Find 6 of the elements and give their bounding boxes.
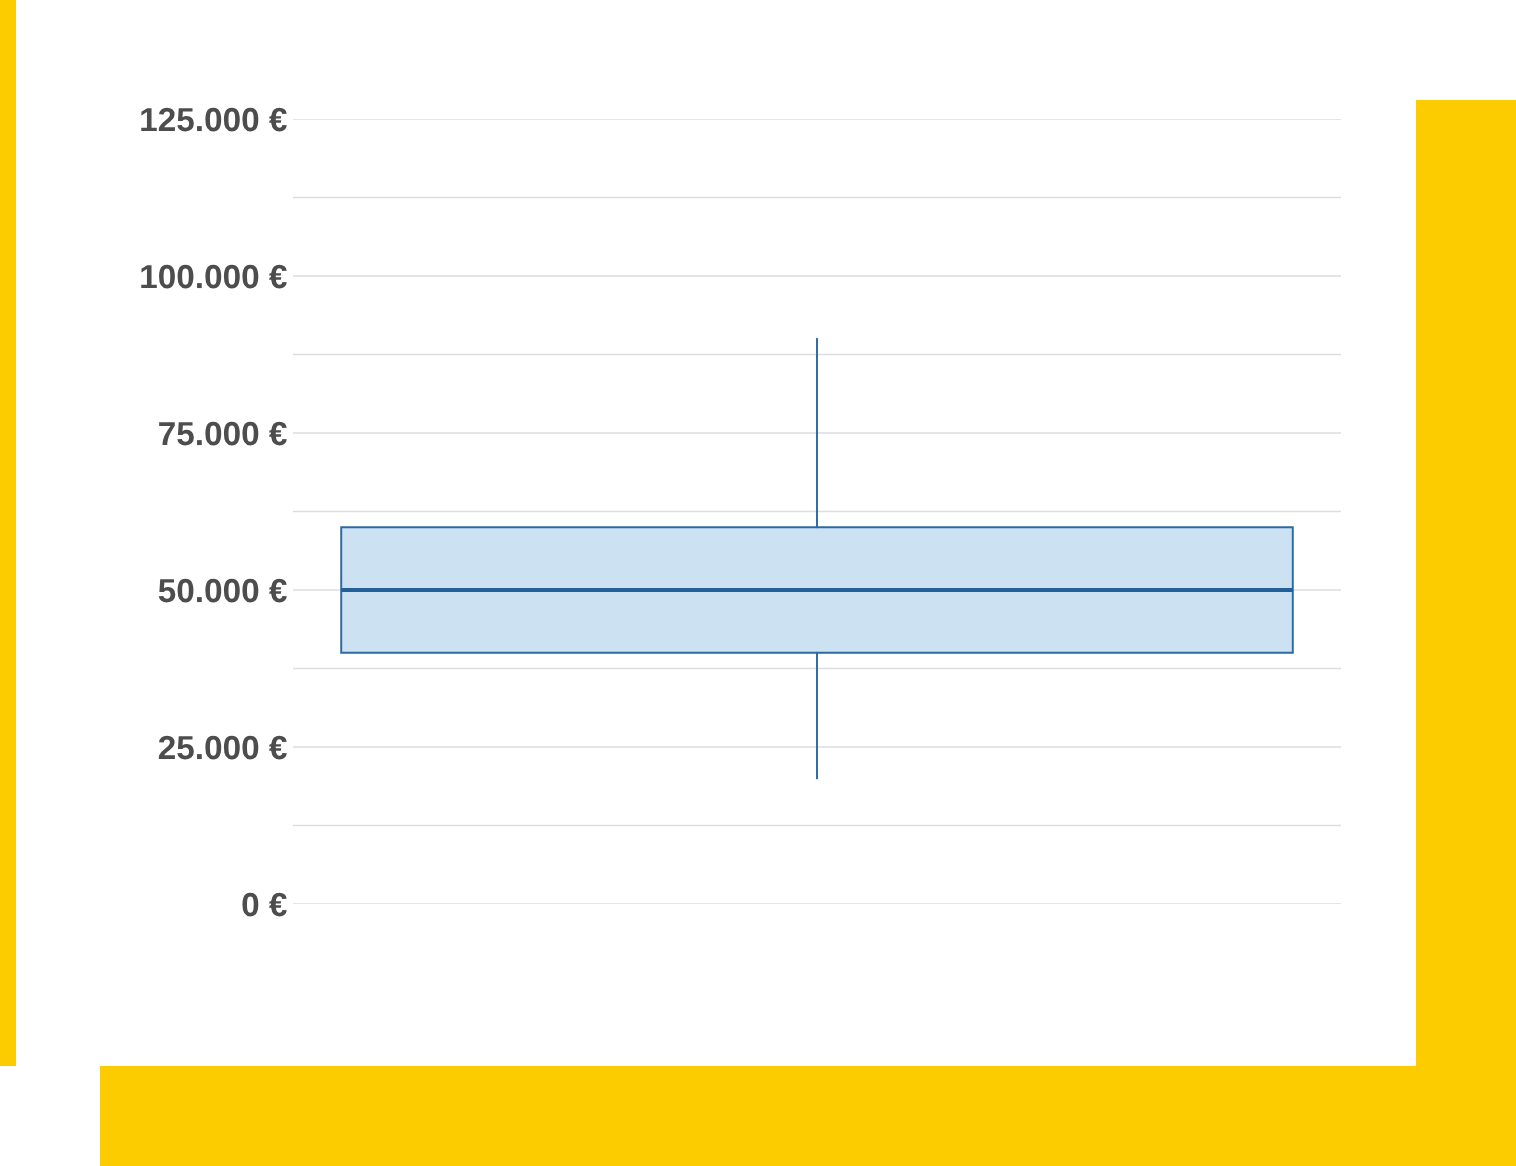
y-tick-label: 100.000 € bbox=[141, 264, 287, 289]
y-tick-label: 25.000 € bbox=[158, 735, 287, 760]
y-tick-label: 50.000 € bbox=[158, 578, 287, 603]
y-tick-label: 75.000 € bbox=[159, 421, 287, 446]
y-tick-label: 0 € bbox=[242, 892, 287, 917]
y-tick-label: 125.000 € bbox=[141, 107, 287, 132]
